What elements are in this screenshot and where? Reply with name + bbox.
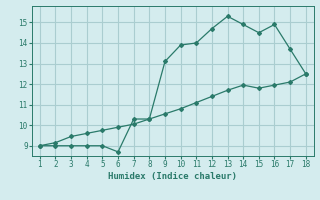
X-axis label: Humidex (Indice chaleur): Humidex (Indice chaleur) — [108, 172, 237, 181]
